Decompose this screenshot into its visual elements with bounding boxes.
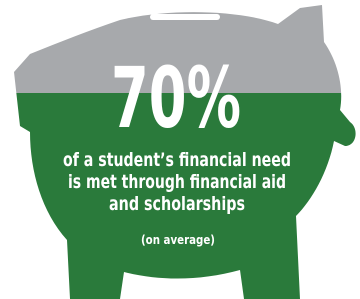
page: 70% of a student’s financial need is met… xyxy=(0,0,360,299)
description-line: is met through financial aid xyxy=(68,171,286,193)
description-line: and scholarships xyxy=(109,193,245,215)
description-line: of a student’s financial need xyxy=(63,149,291,171)
headline: 70% xyxy=(111,49,241,147)
coin-slot xyxy=(150,14,220,20)
note: (on average) xyxy=(141,233,215,247)
piggy-bank-infographic: 70% of a student’s financial need is met… xyxy=(0,0,360,299)
